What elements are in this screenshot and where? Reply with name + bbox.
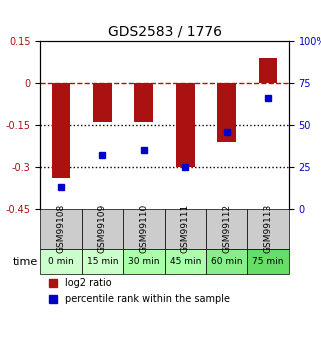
- Text: log2 ratio: log2 ratio: [65, 278, 112, 288]
- Text: 45 min: 45 min: [169, 257, 201, 266]
- Title: GDS2583 / 1776: GDS2583 / 1776: [108, 25, 221, 39]
- Text: percentile rank within the sample: percentile rank within the sample: [65, 294, 230, 304]
- Bar: [93, 83, 112, 122]
- Bar: [52, 83, 70, 178]
- FancyBboxPatch shape: [247, 208, 289, 249]
- Text: GSM99108: GSM99108: [56, 204, 65, 253]
- Text: GSM99111: GSM99111: [181, 204, 190, 253]
- Text: 0 min: 0 min: [48, 257, 74, 266]
- Bar: [259, 58, 277, 83]
- FancyBboxPatch shape: [40, 208, 82, 249]
- FancyBboxPatch shape: [165, 249, 206, 274]
- Text: 75 min: 75 min: [252, 257, 284, 266]
- Text: 15 min: 15 min: [87, 257, 118, 266]
- Text: GSM99110: GSM99110: [139, 204, 148, 253]
- FancyBboxPatch shape: [40, 249, 82, 274]
- FancyBboxPatch shape: [123, 208, 165, 249]
- Text: GSM99112: GSM99112: [222, 204, 231, 253]
- Text: time: time: [13, 257, 38, 267]
- Bar: [217, 83, 236, 142]
- Text: 30 min: 30 min: [128, 257, 160, 266]
- FancyBboxPatch shape: [206, 249, 247, 274]
- FancyBboxPatch shape: [123, 249, 165, 274]
- FancyBboxPatch shape: [165, 208, 206, 249]
- FancyBboxPatch shape: [206, 208, 247, 249]
- Text: GSM99109: GSM99109: [98, 204, 107, 253]
- FancyBboxPatch shape: [247, 249, 289, 274]
- Text: GSM99113: GSM99113: [264, 204, 273, 253]
- FancyBboxPatch shape: [82, 249, 123, 274]
- FancyBboxPatch shape: [82, 208, 123, 249]
- Bar: [134, 83, 153, 122]
- Bar: [176, 83, 195, 167]
- Text: 60 min: 60 min: [211, 257, 242, 266]
